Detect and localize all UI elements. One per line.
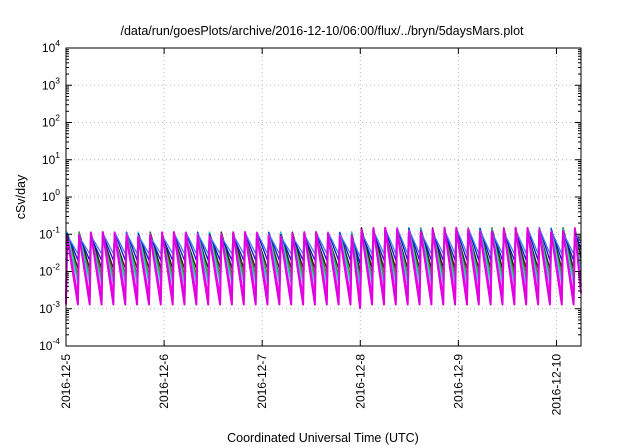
x-tick-label: 2016-12-9 — [451, 354, 465, 409]
y-tick-label: 100 — [42, 187, 60, 204]
chart-title: /data/run/goesPlots/archive/2016-12-10/0… — [120, 24, 524, 38]
x-tick-label: 2016-12-10 — [549, 354, 563, 416]
x-axis: 2016-12-5 2016-12-6 2016-12-7 2016-12-8 2016… — [59, 48, 563, 415]
y-tick-label: 104 — [42, 38, 60, 55]
x-tick-label: 2016-12-5 — [59, 354, 73, 409]
series-line — [65, 226, 582, 310]
x-tick-label: 2016-12-7 — [255, 354, 269, 409]
y-tick-label: 102 — [42, 113, 60, 130]
y-tick-label: 101 — [42, 150, 60, 167]
y-tick-label: 10-3 — [39, 299, 60, 316]
plot-frame — [65, 47, 582, 347]
plot-area — [65, 226, 582, 310]
y-tick-label: 10-1 — [39, 224, 60, 241]
y-axis: 104 103 102 101 100 10-1 10-2 10-3 10-4 — [39, 38, 581, 353]
grid — [65, 48, 581, 346]
x-axis-label: Coordinated Universal Time (UTC) — [227, 431, 419, 445]
y-axis-label: cSv/day — [14, 174, 28, 219]
y-tick-label: 103 — [42, 75, 60, 92]
y-tick-label: 10-4 — [39, 336, 60, 353]
x-tick-label: 2016-12-8 — [353, 354, 367, 409]
y-tick-label: 10-2 — [39, 262, 60, 279]
x-tick-label: 2016-12-6 — [157, 354, 171, 409]
